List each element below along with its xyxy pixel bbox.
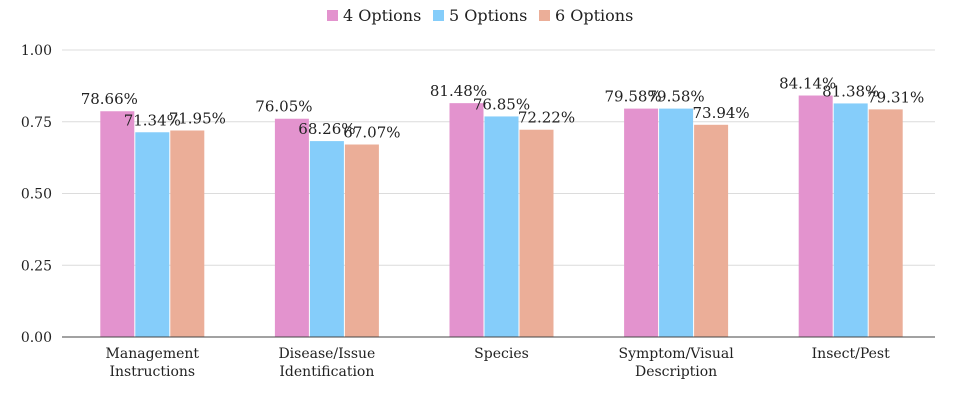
bar-6-options	[519, 129, 554, 337]
y-tick-label: 0.25	[21, 258, 52, 274]
legend-label: 5 Options	[449, 6, 527, 25]
legend-label: 6 Options	[555, 6, 633, 25]
bar-4-options	[449, 103, 484, 337]
x-tick-label: Disease/Issue	[278, 346, 375, 362]
bar-6-options	[694, 124, 729, 337]
bar-5-options	[659, 108, 694, 337]
legend: 4 Options 5 Options 6 Options	[327, 6, 633, 25]
bars	[100, 95, 903, 338]
legend-swatch	[433, 10, 444, 21]
bar-4-options	[274, 118, 309, 337]
y-axis-ticks: 0.00 0.25 0.50 0.75 1.00	[21, 43, 52, 346]
data-label: 79.58%	[647, 88, 704, 106]
data-label: 76.85%	[473, 95, 530, 113]
bar-6-options	[344, 144, 379, 337]
bar-6-options	[170, 130, 205, 337]
x-tick-label: Insect/Pest	[812, 346, 890, 362]
bar-5-options	[309, 141, 344, 337]
x-tick-label: Symptom/Visual	[619, 346, 735, 362]
data-label: 71.95%	[169, 110, 226, 128]
bar-4-options	[798, 95, 833, 338]
data-labels: 78.66% 71.34%71.95% 76.05% 68.26%67.07% 81.4…	[81, 75, 925, 142]
data-label: 67.07%	[343, 124, 400, 142]
y-tick-label: 0.00	[21, 330, 52, 346]
bar-5-options	[135, 132, 170, 337]
legend-swatch	[327, 10, 338, 21]
x-axis-ticks: Management Instructions Disease/Issue Ident…	[106, 346, 891, 380]
data-label: 81.38%	[822, 82, 879, 100]
legend-swatch	[539, 10, 550, 21]
data-label: 72.22%	[518, 109, 575, 127]
data-label: 68.26%	[298, 120, 355, 138]
bar-5-options	[484, 116, 519, 338]
data-label: 79.58%	[604, 88, 661, 106]
data-label: 84.14%	[779, 75, 836, 93]
data-label: 81.48%	[430, 82, 487, 100]
data-label: 78.66%	[81, 90, 138, 108]
y-tick-label: 1.00	[21, 43, 52, 59]
bar-4-options	[624, 108, 659, 337]
bar-5-options	[833, 103, 868, 338]
x-tick-label: Description	[635, 364, 717, 380]
data-label: 71.34%	[124, 111, 181, 129]
legend-label: 4 Options	[343, 6, 421, 25]
bar-6-options	[868, 109, 903, 337]
data-label: 73.94%	[692, 104, 749, 122]
y-tick-label: 0.50	[21, 187, 52, 203]
x-tick-label: Management	[106, 346, 200, 362]
x-tick-label: Species	[474, 346, 529, 362]
data-label: 79.31%	[867, 88, 924, 106]
data-label: 76.05%	[255, 98, 312, 116]
x-tick-label: Identification	[279, 364, 374, 380]
x-tick-label: Instructions	[109, 364, 195, 380]
y-tick-label: 0.75	[21, 115, 52, 131]
bar-4-options	[100, 111, 135, 338]
